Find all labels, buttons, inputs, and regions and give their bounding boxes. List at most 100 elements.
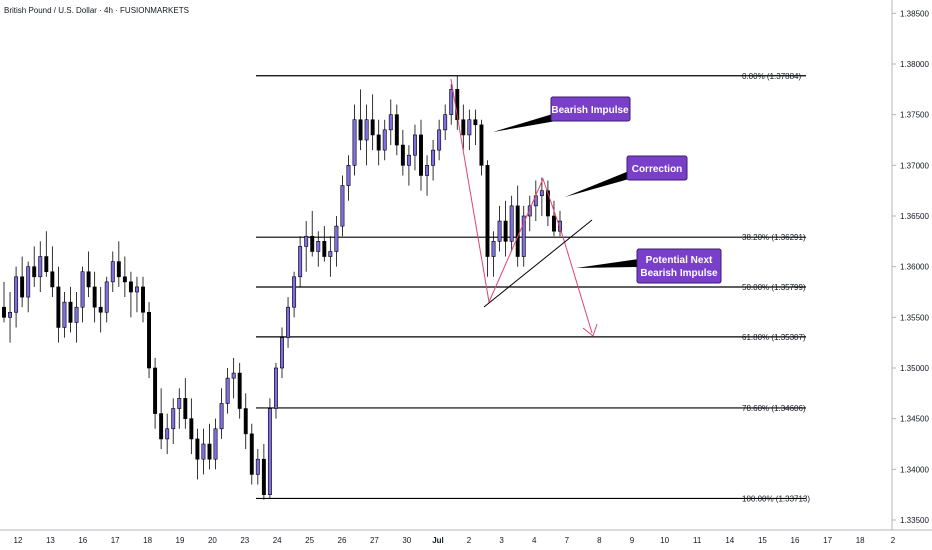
candle-body-up: [280, 337, 284, 369]
candle: [110, 251, 115, 292]
candles: [2, 76, 562, 500]
candle: [38, 241, 43, 292]
time-tick-label: 27: [370, 536, 379, 545]
candle: [400, 129, 405, 176]
candle-body-up: [171, 408, 176, 430]
fib-level-label: 0.00% (1.37884): [742, 72, 801, 81]
candle: [74, 292, 79, 343]
candle: [497, 205, 502, 252]
candle: [449, 84, 454, 125]
candle: [165, 413, 170, 455]
candle-body-up: [74, 306, 79, 323]
candle: [286, 297, 291, 348]
candle-body-up: [509, 205, 514, 242]
candle-body-up: [304, 235, 309, 247]
time-axis[interactable]: 12 13 16 17 18 19 20 23 24 25 26 27 30 Jul 2 3 4 7 8 9 10 11 1…: [14, 536, 896, 545]
next-impulse-pointer: [576, 259, 639, 268]
candle: [20, 256, 25, 308]
candle-body-up: [431, 149, 436, 166]
candle: [273, 362, 278, 419]
candle-body-up: [425, 165, 430, 176]
candle: [219, 388, 224, 439]
candle: [364, 104, 369, 166]
candle: [2, 281, 6, 323]
time-tick-label: Jul: [432, 536, 444, 545]
candle: [261, 444, 266, 500]
candle: [539, 177, 544, 216]
fib-level-label: 100.00% (1.33713): [742, 494, 810, 503]
candle: [243, 393, 248, 450]
time-tick-label: 24: [273, 536, 282, 545]
candle-body-down: [116, 261, 121, 278]
candle: [68, 286, 73, 333]
next-impulse-arrowhead: [582, 323, 598, 337]
time-tick-label: 26: [338, 536, 347, 545]
candle-body-up: [165, 428, 170, 440]
time-tick-label: 16: [791, 536, 800, 545]
candle-body-up: [177, 398, 182, 409]
candle-body-up: [364, 119, 369, 141]
time-tick-label: 19: [176, 536, 185, 545]
candle: [159, 388, 164, 450]
candle-body-up: [292, 276, 297, 308]
candle-body-down: [545, 190, 550, 217]
candle-body-down: [20, 276, 25, 298]
candle: [116, 241, 121, 287]
candle-body-up: [328, 251, 333, 257]
time-tick-label: 16: [78, 536, 87, 545]
candle: [267, 398, 272, 499]
time-tick-label: 4: [532, 536, 537, 545]
candle: [86, 251, 91, 298]
candle: [292, 271, 297, 318]
price-tick-label: 1.37000: [900, 161, 929, 170]
candle: [545, 180, 550, 227]
price-axis[interactable]: 1.38500 1.38000 1.37500 1.37000 1.36500 1.360…: [892, 9, 929, 525]
candle-body-up: [298, 246, 303, 278]
candle-body-up: [38, 256, 43, 278]
candle: [249, 423, 254, 485]
candle-body-down: [2, 306, 6, 318]
candle-body-up: [267, 408, 272, 495]
candle: [56, 266, 61, 343]
candle-body-down: [122, 276, 127, 283]
candle: [425, 155, 430, 196]
candle: [316, 231, 321, 267]
candle-body-down: [485, 165, 490, 257]
candle-body-up: [62, 301, 67, 328]
candle: [382, 119, 387, 161]
correction-label: Correction: [632, 164, 683, 175]
candle-body-up: [110, 261, 115, 283]
candle-body-up: [26, 266, 31, 298]
fibonacci-levels: 0.00% (1.37884) 38.20% (1.36291) 50.00% (1…: [256, 72, 810, 503]
time-tick-label: 8: [597, 536, 602, 545]
candle-body-up: [539, 190, 544, 197]
time-tick-label: 18: [856, 536, 865, 545]
candle-body-up: [231, 372, 236, 379]
candle-body-up: [213, 428, 218, 460]
candle-body-down: [376, 134, 381, 151]
time-tick-label: 10: [660, 536, 669, 545]
candle-body-up: [286, 306, 291, 338]
candle: [419, 119, 423, 191]
time-tick-label: 17: [111, 536, 120, 545]
candle-body-up: [491, 241, 496, 257]
fib-level-label: 38.20% (1.36291): [742, 233, 806, 242]
candle-body-down: [243, 408, 248, 435]
candle: [304, 221, 309, 272]
fib-level-label: 78.60% (1.34606): [742, 404, 806, 413]
price-tick-label: 1.34000: [900, 465, 929, 474]
candle-body-up: [316, 241, 321, 252]
candle-body-up: [225, 377, 230, 404]
candle-body-down: [515, 205, 520, 257]
candle-body-down: [32, 266, 37, 278]
candle: [44, 231, 49, 277]
candle: [80, 266, 85, 323]
candle: [328, 236, 333, 277]
time-tick-label: 11: [693, 536, 702, 545]
candle: [509, 195, 514, 252]
time-tick-label: 12: [14, 536, 23, 545]
candle: [515, 185, 520, 267]
candle-body-down: [128, 281, 133, 293]
candle: [346, 155, 351, 201]
